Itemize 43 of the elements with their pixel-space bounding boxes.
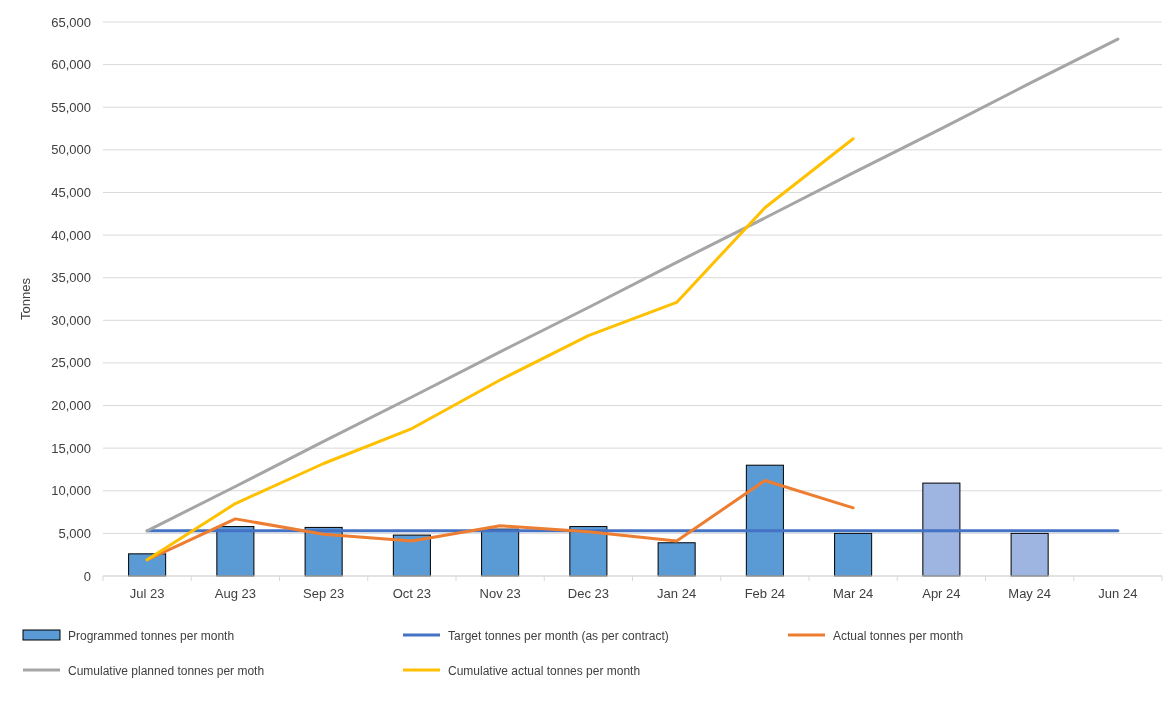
y-tick-label: 10,000 (51, 483, 91, 499)
line-series (145, 37, 1120, 533)
bar (216, 526, 255, 577)
y-tick-label: 25,000 (51, 355, 91, 371)
x-tick-label: Nov 23 (479, 586, 521, 601)
x-tick-label: Feb 24 (744, 586, 786, 601)
bar (657, 542, 696, 577)
x-tick-label: Dec 23 (567, 586, 609, 601)
legend-label: Cumulative planned tonnes per moth (68, 664, 265, 678)
legend-label: Actual tonnes per month (833, 629, 964, 643)
bar (481, 528, 520, 577)
x-tick-label: Aug 23 (214, 586, 256, 601)
x-tick-label: Oct 23 (392, 586, 432, 601)
bar (834, 532, 873, 577)
bar (1010, 532, 1049, 577)
y-tick-label: 40,000 (51, 227, 91, 243)
bar (922, 482, 961, 577)
bar (745, 464, 784, 577)
bar (569, 526, 608, 577)
legend-label: Programmed tonnes per month (68, 629, 235, 643)
legend-label: Target tonnes per month (as per contract) (448, 629, 669, 643)
y-tick-label: 0 (83, 568, 91, 584)
y-tick-label: 15,000 (51, 440, 91, 456)
x-tick-label: Apr 24 (922, 586, 961, 601)
x-tick-label: Jan 24 (657, 586, 697, 601)
y-tick-label: 45,000 (51, 184, 91, 200)
bar (392, 534, 431, 577)
y-tick-label: 55,000 (51, 99, 91, 115)
y-tick-label: 65,000 (51, 14, 91, 30)
y-tick-label: 5,000 (58, 525, 91, 541)
y-axis-title: Tonnes (18, 277, 33, 320)
x-tick-label: Mar 24 (832, 586, 874, 601)
y-tick-label: 60,000 (51, 57, 91, 73)
x-tick-label: May 24 (1008, 586, 1051, 601)
y-tick-label: 20,000 (51, 398, 91, 414)
legend-label: Cumulative actual tonnes per month (448, 664, 641, 678)
line-series (145, 137, 855, 562)
x-tick-label: Jun 24 (1098, 586, 1138, 601)
y-tick-label: 30,000 (51, 312, 91, 328)
y-tick-label: 35,000 (51, 270, 91, 286)
x-tick-label: Sep 23 (303, 586, 345, 601)
y-tick-label: 50,000 (51, 142, 91, 158)
x-tick-label: Jul 23 (129, 586, 165, 601)
